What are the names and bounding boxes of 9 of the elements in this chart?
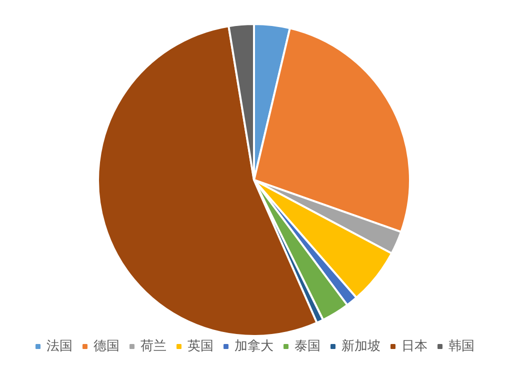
legend-label: 荷兰 [140, 339, 166, 354]
legend-label: 加拿大 [234, 339, 274, 354]
legend-label: 新加坡 [342, 339, 380, 354]
legend-label: 英国 [188, 339, 214, 354]
legend-label: 法国 [46, 339, 72, 354]
legend-label: 泰国 [294, 339, 320, 354]
legend-label: 日本 [402, 339, 428, 354]
legend-label: 韩国 [448, 339, 474, 354]
legend-label: 德国 [94, 339, 120, 354]
